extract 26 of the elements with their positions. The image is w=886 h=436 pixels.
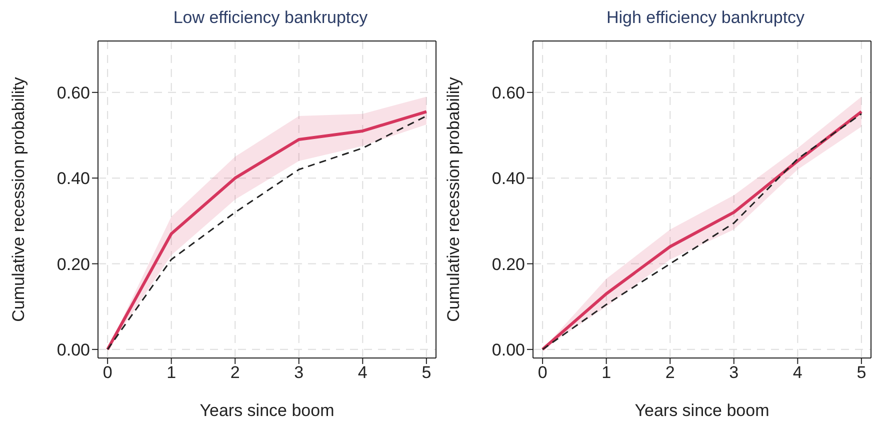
x-tick-label: 3	[729, 363, 739, 382]
x-tick-label: 5	[856, 363, 866, 382]
y-axis-title: Cumulative recession probability	[9, 76, 28, 322]
x-tick-label: 0	[538, 363, 548, 382]
y-tick-label: 0.00	[56, 340, 90, 360]
x-tick-label: 2	[230, 363, 240, 382]
y-tick-label: 0.40	[492, 169, 525, 188]
x-axis-title: Years since boom	[200, 401, 334, 420]
x-tick-label: 1	[602, 363, 612, 382]
y-tick-label: 0.20	[492, 254, 525, 274]
y-tick-label: 0.40	[56, 169, 90, 188]
y-tick-label: 0.20	[56, 254, 90, 274]
x-tick-label: 2	[665, 363, 675, 382]
y-tick-label: 0.60	[492, 83, 525, 102]
x-tick-label: 5	[422, 363, 432, 382]
y-tick-label: 0.00	[492, 340, 525, 360]
x-tick-label: 3	[294, 363, 304, 382]
x-tick-label: 1	[166, 363, 176, 382]
y-tick-label: 0.60	[56, 83, 90, 102]
x-tick-label: 4	[358, 363, 368, 382]
chart-title: High efficiency bankruptcy	[605, 8, 806, 28]
x-tick-label: 4	[792, 363, 802, 382]
x-axis-title: Years since boom	[634, 401, 770, 420]
x-tick-label: 0	[102, 363, 112, 382]
y-axis-title: Cumulative recession probability	[444, 76, 464, 322]
chart-title: Low efficiency bankruptcy	[172, 8, 369, 28]
